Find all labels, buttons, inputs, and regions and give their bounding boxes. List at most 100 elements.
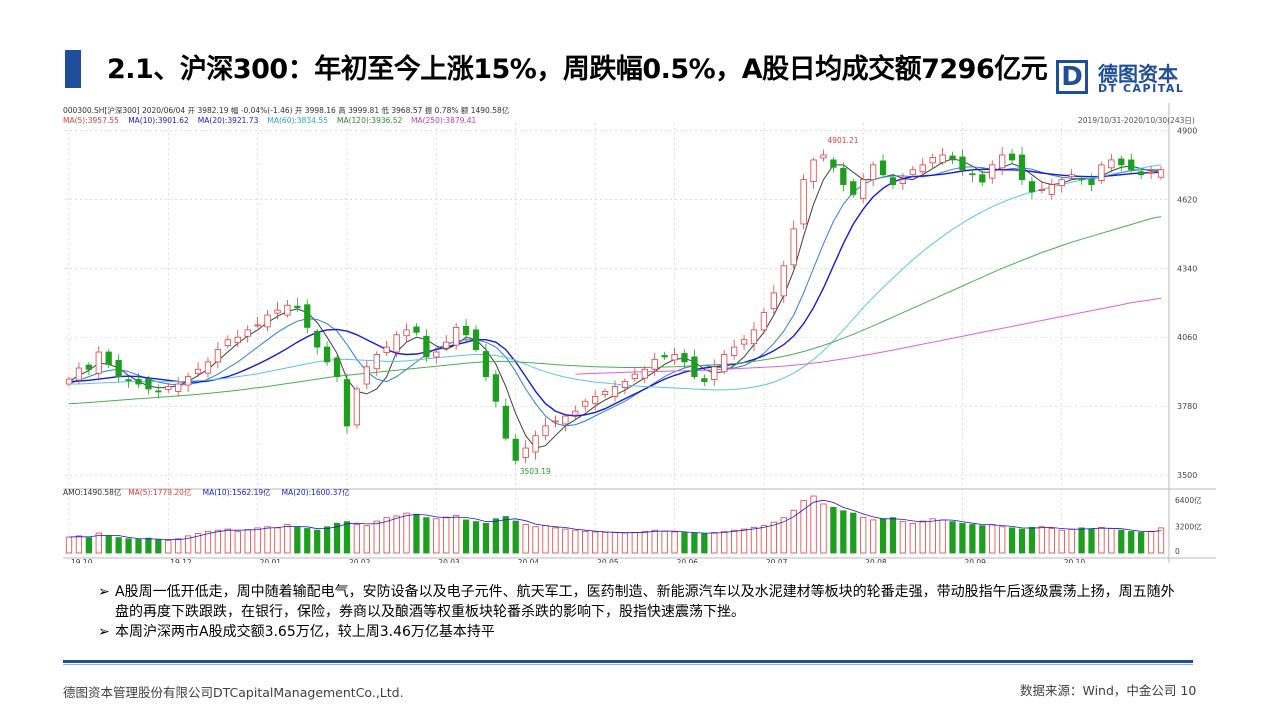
volume-tick-label: 6400亿 <box>1175 495 1202 505</box>
footer-source: 数据来源：Wind，中金公司 10 <box>1020 683 1197 698</box>
ma-line-ma250 <box>575 297 1162 375</box>
volume-bar <box>403 512 410 554</box>
volume-bar <box>363 525 370 554</box>
date-tick-label: 20.05 <box>597 558 619 563</box>
volume-bar <box>879 518 887 554</box>
commentary-text: A股周一低开低走，周中随着输配电气，安防设备以及电子元件、航天军工，医药制造、新… <box>115 584 1175 620</box>
volume-bar <box>1088 528 1095 554</box>
volume-bar <box>830 506 837 554</box>
candle-body <box>1147 171 1155 174</box>
candle-body <box>85 364 92 370</box>
candle-body <box>204 361 212 374</box>
volume-bar <box>631 532 638 554</box>
volume-bar <box>423 517 430 554</box>
candlestick-chart: 000300.SH[沪深300] 2020/06/04 开 3982.19 幅 … <box>63 103 1216 563</box>
candle-body <box>850 181 857 195</box>
candle-body <box>294 305 301 309</box>
footer-divider <box>63 660 1193 663</box>
candle-body <box>333 357 341 378</box>
arrow-bullet-icon: ➢ <box>98 584 110 600</box>
date-tick-label: 20.03 <box>438 558 460 563</box>
candle-body <box>1058 179 1065 186</box>
volume-bar <box>562 528 569 554</box>
volume-bar <box>621 532 629 554</box>
volume-bar <box>1108 528 1115 554</box>
volume-bar <box>443 516 450 554</box>
volume-bar <box>1098 526 1105 554</box>
volume-bar <box>770 521 777 554</box>
candle-body <box>165 386 172 390</box>
volume-bar <box>482 522 490 554</box>
candle-body <box>224 339 231 347</box>
volume-bar <box>75 535 83 554</box>
candle-body <box>760 312 768 331</box>
volume-bar <box>65 536 73 554</box>
candle-body <box>790 228 797 266</box>
candle-body <box>1038 189 1046 191</box>
candle-body <box>959 156 966 171</box>
volume-ma-line <box>68 499 1162 541</box>
candle-body <box>840 167 847 185</box>
volume-bar <box>661 530 668 554</box>
volume-bar <box>145 537 152 554</box>
volume-bar <box>462 519 470 554</box>
candle-body <box>383 346 390 353</box>
volume-bar <box>343 521 351 554</box>
volume-bar <box>214 529 222 554</box>
volume-bar <box>730 529 738 554</box>
volume-bar <box>850 512 857 554</box>
volume-bar <box>1038 526 1046 554</box>
candle-body <box>730 346 738 356</box>
volume-bar <box>810 495 817 554</box>
volume-bar <box>323 526 331 554</box>
candle-body <box>711 366 718 381</box>
price-tick-label: 4060 <box>1177 333 1197 342</box>
candle-body <box>1138 171 1145 176</box>
volume-bar <box>373 520 380 554</box>
candle-body <box>681 353 688 363</box>
candle-body <box>631 373 638 380</box>
candle-body <box>1157 169 1165 178</box>
volume-bar <box>95 532 102 554</box>
candle-body <box>194 368 202 375</box>
volume-bar <box>929 518 936 554</box>
title-accent-bar <box>65 50 81 88</box>
volume-bar <box>681 532 688 554</box>
candle-body <box>701 378 708 382</box>
candle-body <box>1018 154 1026 181</box>
candle-body <box>899 179 907 184</box>
candle-body <box>889 177 897 185</box>
candle-body <box>1098 164 1105 182</box>
volume-bar <box>1028 526 1036 554</box>
price-tick-label: 4340 <box>1177 264 1197 273</box>
volume-bar <box>512 520 519 554</box>
price-tick-label: 4620 <box>1177 195 1197 204</box>
logo-mark: D <box>1056 60 1088 94</box>
candle-body <box>869 164 877 181</box>
candle-body <box>433 351 440 358</box>
volume-bar <box>999 526 1006 554</box>
candle-body <box>393 334 400 353</box>
volume-bar <box>641 530 648 554</box>
chart-info-line: 000300.SH[沪深300] 2020/06/04 开 3982.19 幅 … <box>63 105 510 115</box>
volume-bar <box>721 530 728 554</box>
candle-body <box>800 179 807 225</box>
volume-bar <box>701 533 708 554</box>
candle-body <box>820 154 827 159</box>
candle-body <box>443 341 450 349</box>
volume-bar <box>284 524 291 554</box>
candle-body <box>1078 178 1085 181</box>
volume-bar <box>1058 529 1065 554</box>
candle-body <box>611 386 619 397</box>
volume-bar <box>750 526 758 554</box>
ma-legend-item: MA(250):3879.41 <box>411 116 477 125</box>
ma-legend-item: MA(10):3901.62 <box>128 116 189 125</box>
candle-body <box>1108 159 1115 169</box>
candle-body <box>135 378 142 385</box>
date-tick-label: 20.06 <box>677 558 699 563</box>
candle-body <box>661 355 668 358</box>
volume-legend-item: MA(5):1779.20亿 <box>128 487 192 497</box>
volume-bar <box>1118 529 1125 554</box>
candle-body <box>979 174 986 183</box>
volume-bar <box>1068 528 1075 554</box>
